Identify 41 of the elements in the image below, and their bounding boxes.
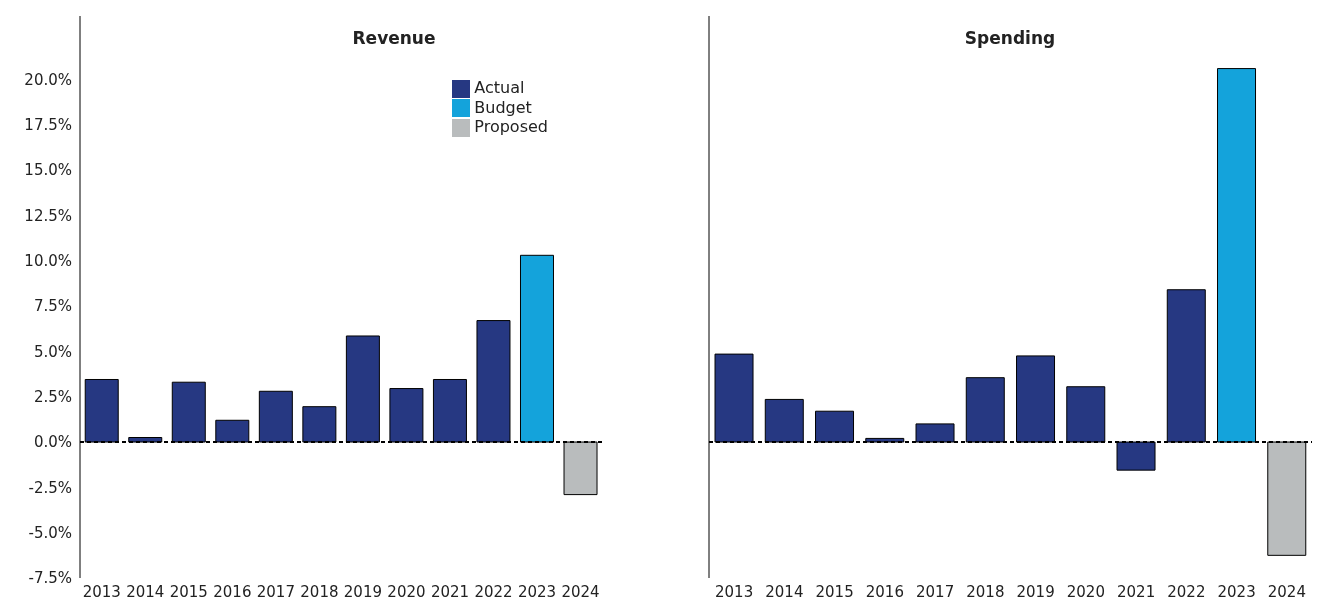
x-tick-label: 2013 [715,582,754,601]
x-tick-label: 2022 [1167,582,1206,601]
y-tick-label: 15.0% [24,161,72,180]
x-tick-label: 2020 [1066,582,1105,601]
text: Revenue [351,28,437,48]
x-tick-label: 2019 [343,582,383,601]
x-tick-label: 2024 [561,582,600,601]
y-tick-label: -7.5% [28,569,72,588]
y-tick-label: 2.5% [33,388,72,407]
text: Spending [963,28,1057,48]
x-tick-label: 2023 [1217,582,1256,601]
y-tick-label: 20.0% [24,70,72,89]
legend-label: Actual [474,78,525,97]
y-tick-label: 10.0% [24,252,72,271]
x-tick-label: 2015 [169,582,208,601]
y-tick-label: -5.0% [28,524,72,542]
y-tick-label: 12.5% [24,206,72,225]
x-tick-label: 2016 [865,582,904,601]
x-tick-label: 2014 [126,582,165,601]
x-tick-label: 2018 [300,582,339,601]
x-tick-label: 2020 [387,582,426,601]
y-tick-label: 0.0% [33,433,72,452]
legend-label: Proposed [474,117,548,136]
legend-label: Budget [474,97,532,117]
x-tick-label: 2014 [765,582,804,601]
x-tick-label: 2017 [916,582,955,601]
x-tick-label: 2024 [1267,582,1306,601]
x-tick-label: 2018 [966,582,1005,601]
y-tick-label: 5.0% [33,342,72,361]
x-tick-label: 2013 [82,582,121,601]
y-tick-label: 17.5% [24,116,72,135]
x-tick-label: 2023 [517,582,557,601]
x-tick-label: 2017 [256,582,295,601]
y-tick-label: -2.5% [28,478,72,497]
x-tick-label: 2016 [213,582,252,601]
x-tick-label: 2022 [474,582,513,601]
y-tick-label: 7.5% [33,297,72,316]
x-tick-label: 2015 [815,582,854,601]
x-tick-label: 2021 [1117,582,1156,601]
x-tick-label: 2019 [1016,582,1055,601]
x-tick-label: 2021 [430,582,470,601]
